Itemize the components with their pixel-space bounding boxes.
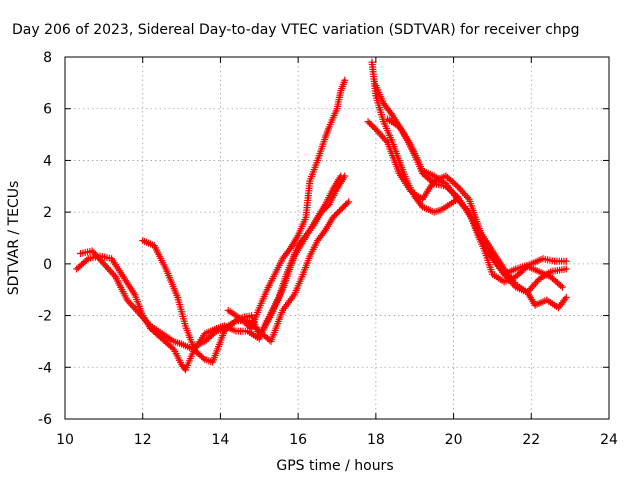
chart-title: Day 206 of 2023, Sidereal Day-to-day VTE… bbox=[12, 22, 580, 38]
series-line bbox=[366, 120, 568, 294]
y-tick-label: 0 bbox=[43, 257, 52, 273]
x-tick-labels: 10 12 14 16 18 20 22 24 bbox=[56, 432, 618, 448]
y-tick-label: 8 bbox=[43, 50, 52, 66]
y-tick-label: -6 bbox=[38, 412, 52, 428]
plot-frame bbox=[64, 56, 610, 420]
x-tick-label: 16 bbox=[289, 432, 307, 448]
series-track-4 bbox=[224, 76, 349, 332]
y-tick-label: 2 bbox=[43, 205, 52, 221]
x-tick-label: 12 bbox=[134, 432, 152, 448]
series-line bbox=[141, 174, 342, 348]
x-tick-label: 20 bbox=[445, 432, 463, 448]
x-tick-label: 22 bbox=[522, 432, 540, 448]
x-tick-label: 24 bbox=[600, 432, 618, 448]
y-tick-label: -4 bbox=[38, 360, 52, 376]
series-layer bbox=[73, 58, 570, 374]
y-tick-label: 6 bbox=[43, 102, 52, 118]
x-tick-label: 10 bbox=[56, 432, 74, 448]
y-tick-labels: -6 -4 -2 0 2 4 6 8 bbox=[38, 50, 52, 428]
y-tick-label: 4 bbox=[43, 153, 52, 169]
series-track-8 bbox=[384, 115, 566, 291]
y-axis-label: SDTVAR / TECUs bbox=[6, 181, 22, 296]
x-tick-label: 14 bbox=[212, 432, 230, 448]
x-tick-label: 18 bbox=[367, 432, 385, 448]
x-axis-label: GPS time / hours bbox=[276, 458, 393, 474]
series-line bbox=[227, 79, 346, 330]
y-tick-label: -2 bbox=[38, 309, 52, 325]
series-line bbox=[386, 117, 564, 289]
